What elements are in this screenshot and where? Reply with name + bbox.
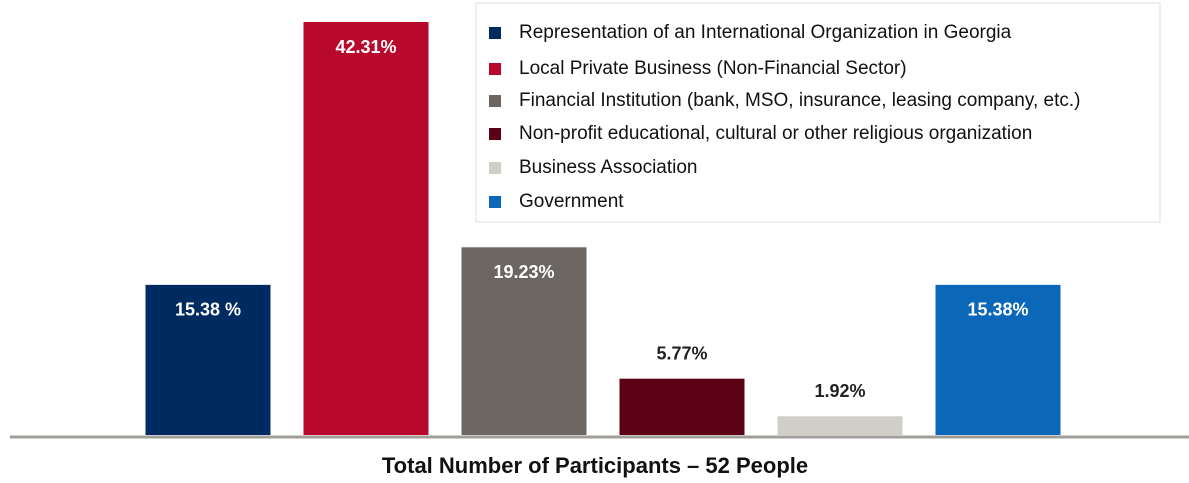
legend-label: Financial Institution (bank, MSO, insura…: [519, 90, 1080, 111]
value-label: 15.38%: [967, 300, 1028, 320]
bar: [777, 416, 903, 435]
bar: [303, 22, 429, 435]
legend-swatch: [489, 128, 501, 140]
legend-swatch: [489, 196, 501, 208]
value-label: 19.23%: [493, 262, 554, 282]
bar: [619, 378, 745, 435]
legend-box: [475, 2, 1161, 223]
bar: [145, 284, 271, 435]
legend-swatch: [489, 95, 501, 107]
legend-swatch: [489, 63, 501, 75]
legend-label: Representation of an International Organ…: [519, 22, 1012, 43]
legend-label: Non-profit educational, cultural or othe…: [519, 123, 1032, 144]
legend-swatch: [489, 27, 501, 39]
legend-label: Local Private Business (Non-Financial Se…: [519, 58, 907, 79]
legend-label: Business Association: [519, 157, 698, 178]
value-label: 15.38 %: [175, 300, 241, 320]
legend-swatch: [489, 162, 501, 174]
value-label: 1.92%: [814, 381, 865, 401]
value-label: 5.77%: [656, 343, 707, 363]
chart-title: Total Number of Participants – 52 People: [382, 453, 808, 478]
legend-label: Government: [519, 191, 624, 212]
value-label: 42.31%: [335, 37, 396, 57]
bar: [935, 284, 1061, 435]
bar: [461, 247, 587, 435]
